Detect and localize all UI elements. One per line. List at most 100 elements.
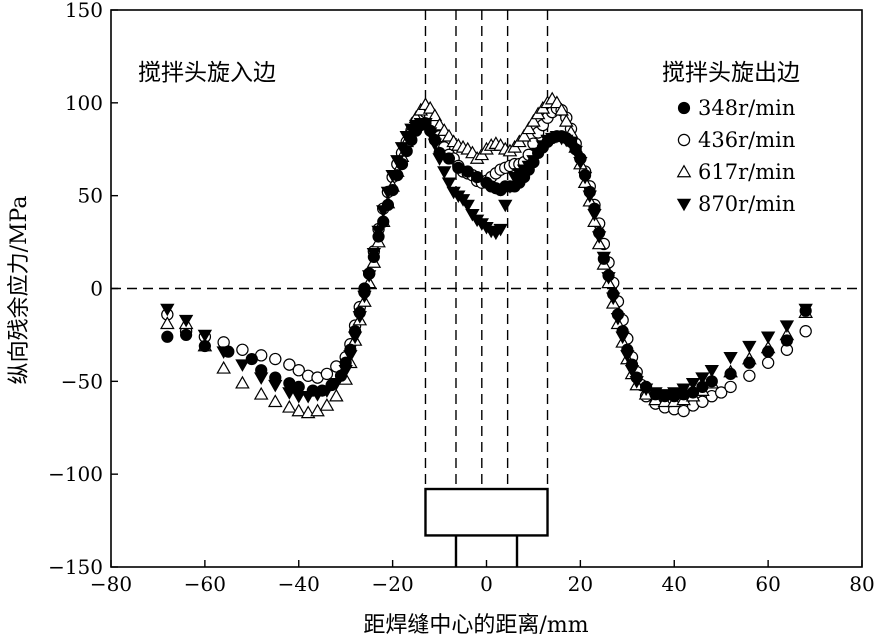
data-point	[235, 359, 250, 372]
data-point	[723, 351, 738, 365]
data-point	[549, 95, 565, 109]
data-point	[316, 384, 329, 397]
data-point	[400, 145, 413, 158]
x-tick-label: 40	[662, 572, 687, 596]
data-point	[762, 345, 775, 358]
data-point	[743, 369, 756, 382]
data-point	[320, 367, 334, 381]
data-point	[437, 166, 452, 179]
data-point	[328, 388, 344, 402]
data-point	[621, 343, 634, 356]
data-point	[291, 403, 307, 417]
data-point	[386, 183, 399, 197]
data-point	[344, 343, 357, 356]
data-point	[461, 165, 474, 178]
data-point	[460, 199, 475, 213]
data-point	[391, 169, 404, 182]
x-axis-title: 距焊缝中心的距离/mm	[363, 613, 588, 638]
data-point	[799, 304, 812, 317]
data-point	[742, 340, 757, 354]
data-point	[743, 356, 756, 369]
data-point	[498, 199, 513, 213]
data-point	[799, 325, 812, 338]
data-point	[180, 328, 193, 342]
data-point	[602, 269, 615, 282]
data-point	[253, 386, 269, 400]
y-axis-title: 纵向残余应力/MPa	[7, 196, 32, 385]
data-point	[325, 378, 338, 392]
data-point	[611, 308, 625, 321]
x-tick-label: 0	[480, 572, 493, 596]
data-point	[348, 325, 362, 338]
y-tick-label: −150	[48, 555, 103, 579]
data-marks	[159, 91, 814, 419]
data-point	[422, 100, 438, 114]
legend-label: 870r/min	[698, 192, 795, 216]
x-tick-label: −80	[90, 572, 132, 596]
data-point	[677, 404, 690, 418]
data-point	[216, 360, 231, 374]
data-point	[471, 171, 484, 184]
data-point	[493, 223, 508, 237]
data-point	[696, 395, 709, 408]
data-point	[160, 303, 175, 317]
data-point	[442, 152, 456, 165]
data-point	[724, 367, 737, 381]
data-point	[597, 252, 610, 265]
legend: 348r/min 436r/min 617r/min 870r/min	[676, 96, 795, 216]
x-tick-label: 60	[755, 572, 780, 596]
legend-marker	[676, 198, 692, 212]
y-tick-label: −50	[61, 369, 103, 393]
data-point	[197, 329, 213, 343]
series-348rmin	[161, 117, 812, 403]
data-point	[358, 282, 371, 295]
data-point	[578, 169, 592, 182]
data-point	[292, 363, 305, 377]
x-tick-label: −60	[184, 572, 226, 596]
data-point	[367, 250, 380, 264]
tool-shoulder	[424, 487, 549, 537]
y-tick-label: −100	[48, 462, 103, 486]
data-point	[282, 399, 297, 413]
data-point	[526, 113, 541, 127]
data-point	[583, 185, 596, 199]
legend-label: 617r/min	[698, 160, 795, 184]
data-point	[428, 133, 441, 147]
data-point	[236, 343, 249, 356]
x-tick-label: 80	[849, 572, 874, 596]
data-point	[245, 352, 258, 366]
legend-label: 348r/min	[698, 96, 795, 120]
data-point	[686, 386, 700, 399]
x-tick-label: −20	[372, 572, 414, 596]
axis-ticks: −80 −60 −40 −20 0 20 40 60 80 150 100 50 0 −50 −100 −15…	[48, 0, 875, 596]
annotation-retreating-side: 搅拌头旋出边	[662, 60, 800, 86]
data-point	[222, 345, 235, 358]
data-point	[427, 108, 443, 122]
data-point	[616, 325, 629, 338]
data-point	[639, 380, 653, 394]
legend-marker	[676, 164, 692, 178]
data-point	[714, 386, 728, 399]
y-tick-label: 100	[65, 91, 103, 115]
data-point	[630, 371, 643, 384]
data-point	[267, 394, 283, 408]
data-point	[339, 356, 352, 369]
data-point	[516, 128, 532, 142]
data-point	[292, 380, 305, 394]
data-point	[363, 267, 376, 280]
data-point	[441, 177, 457, 190]
data-point	[625, 358, 639, 371]
data-point	[607, 287, 620, 301]
data-point	[593, 226, 606, 239]
data-point	[704, 364, 719, 378]
data-point	[269, 371, 282, 384]
y-tick-label: 0	[90, 277, 103, 301]
data-point	[761, 356, 775, 369]
data-point	[558, 113, 574, 127]
data-point	[695, 372, 710, 385]
annotation-advancing-side: 搅拌头旋入边	[138, 60, 276, 86]
data-point	[574, 152, 587, 165]
data-point	[433, 146, 446, 160]
tool-schematic	[424, 487, 549, 567]
data-point	[381, 198, 395, 212]
